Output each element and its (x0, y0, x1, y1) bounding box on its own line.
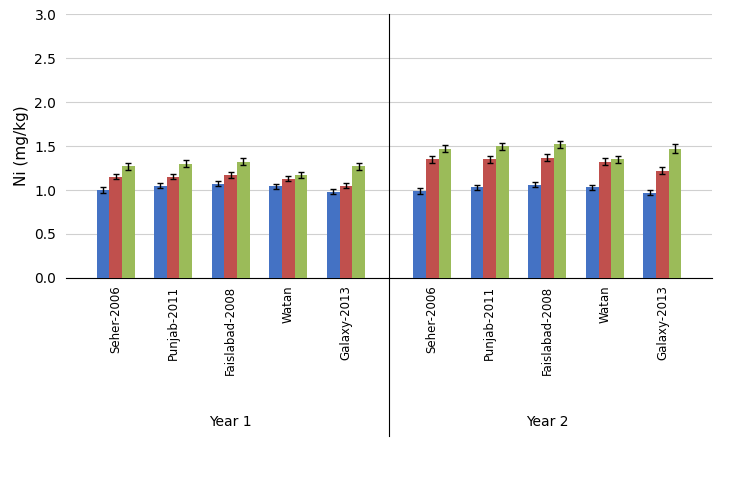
Bar (438, 149, 451, 278)
Bar (553, 144, 567, 278)
Bar (282, 179, 294, 278)
Bar (327, 192, 340, 278)
Bar (225, 175, 237, 278)
Bar (237, 162, 250, 278)
Bar (167, 177, 180, 278)
Bar (269, 186, 282, 278)
Bar (294, 175, 308, 278)
Text: Year 2: Year 2 (526, 415, 569, 429)
Bar (122, 166, 134, 278)
Bar (644, 193, 656, 278)
Bar (180, 164, 192, 278)
Bar (352, 166, 365, 278)
Bar (586, 187, 598, 278)
Bar (97, 190, 109, 278)
Bar (669, 149, 681, 278)
Bar (496, 146, 509, 278)
Bar (598, 162, 611, 278)
Bar (340, 186, 352, 278)
Bar (211, 184, 225, 278)
Bar (109, 177, 122, 278)
Bar (154, 186, 167, 278)
Bar (656, 171, 669, 278)
Bar (484, 159, 496, 278)
Bar (611, 159, 624, 278)
Text: Year 1: Year 1 (209, 415, 252, 429)
Bar (413, 191, 426, 278)
Bar (541, 158, 553, 278)
Bar (470, 187, 484, 278)
Bar (528, 185, 541, 278)
Y-axis label: Ni (mg/kg): Ni (mg/kg) (14, 106, 29, 186)
Bar (426, 159, 438, 278)
